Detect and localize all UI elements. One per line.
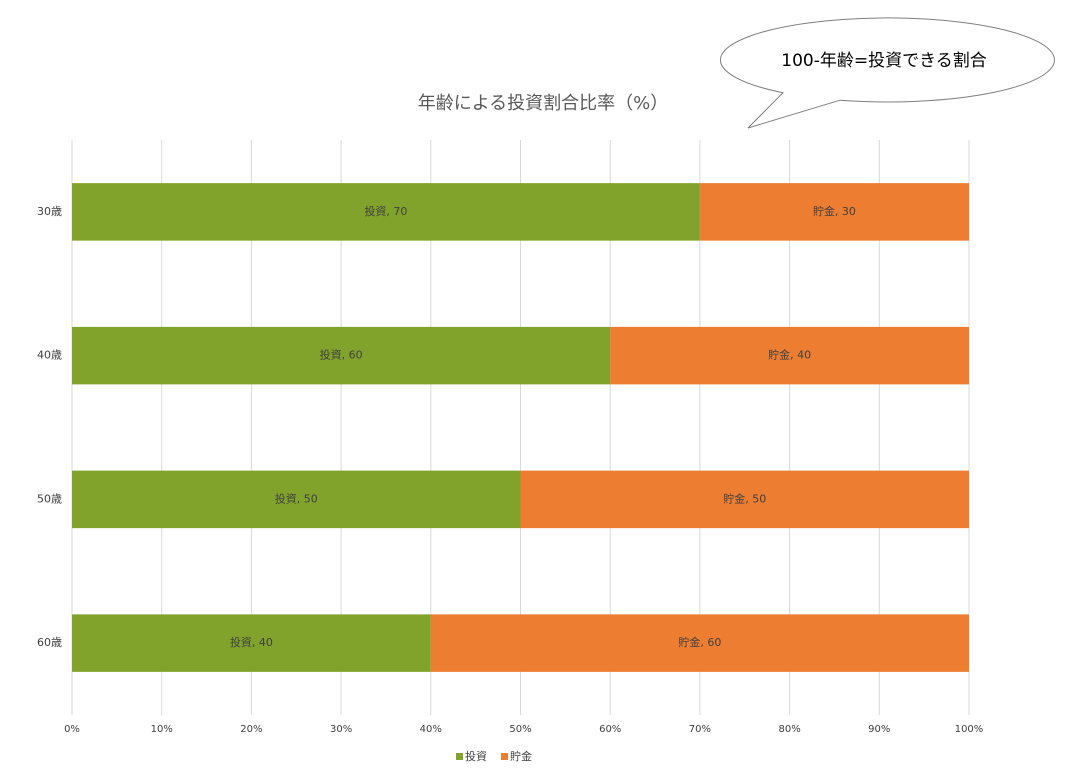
bar-segment [72,614,431,672]
y-tick-label: 40歳 [37,349,62,362]
data-label: 貯金, 60 [678,635,721,649]
bar-segment [520,470,969,529]
y-tick-label: 60歳 [37,636,62,649]
x-tick-label: 40% [420,724,442,735]
annotation: 100-年齢=投資できる割合 [781,51,987,71]
x-tick-label: 30% [330,724,352,735]
bar-segment [72,326,611,385]
data-label: 投資, 40 [230,635,273,649]
x-tick-label: 70% [689,724,711,735]
x-tick-label: 100% [955,724,984,735]
data-label: 投資, 60 [320,348,363,362]
bar-segment [72,470,521,529]
x-tick-label: 50% [509,724,531,735]
callout-bubble [719,17,1055,129]
x-tick-label: 80% [778,724,800,735]
x-tick-label: 90% [868,724,890,735]
x-tick-label: 60% [599,724,621,735]
data-label: 貯金, 30 [813,204,856,218]
data-label: 貯金, 50 [723,491,766,505]
y-tick-label: 30歳 [37,205,62,218]
legend-label: 貯金 [510,749,532,763]
chart-title: 年齢による投資割合比率（%） [418,93,669,114]
data-label: 投資, 70 [364,204,407,218]
legend-swatch [501,753,508,760]
data-label: 貯金, 40 [768,348,811,362]
x-tick-label: 10% [151,724,173,735]
bar-segment [699,183,969,241]
data-label: 投資, 50 [275,491,318,505]
legend-swatch [456,753,463,760]
bar-segment [610,326,969,385]
y-tick-label: 50歳 [37,492,62,505]
x-tick-label: 0% [64,724,80,735]
x-tick-label: 20% [240,724,262,735]
bar-segment [72,183,700,241]
bar-segment [430,614,969,672]
legend-label: 投資 [465,749,487,763]
